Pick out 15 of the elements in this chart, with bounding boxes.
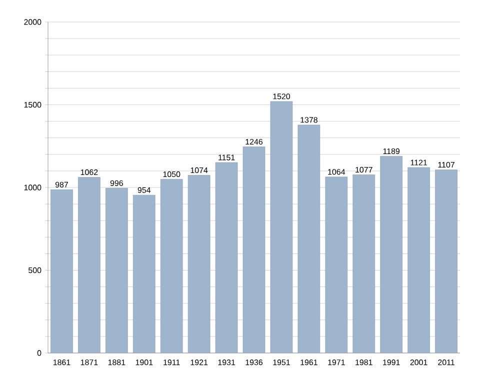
bar — [325, 176, 348, 353]
bar — [298, 124, 320, 353]
bar — [270, 101, 293, 353]
bar — [160, 179, 183, 353]
bar — [106, 188, 128, 353]
bar — [188, 175, 210, 353]
bar — [78, 177, 100, 353]
bar — [242, 146, 266, 353]
bar — [380, 156, 402, 353]
bar — [352, 174, 376, 353]
bar — [408, 167, 430, 353]
bar — [215, 162, 238, 353]
bar — [435, 170, 458, 353]
bar — [133, 194, 156, 353]
bar — [50, 190, 73, 353]
